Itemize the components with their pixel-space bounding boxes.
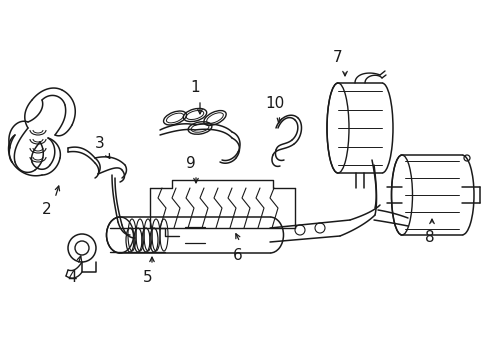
- Text: 1: 1: [190, 81, 200, 95]
- Text: 9: 9: [186, 156, 196, 171]
- Text: 5: 5: [143, 270, 153, 285]
- Text: 4: 4: [67, 270, 77, 285]
- Text: 8: 8: [425, 230, 434, 246]
- Text: 2: 2: [42, 202, 52, 217]
- Text: 10: 10: [265, 95, 284, 111]
- Text: 6: 6: [233, 248, 243, 262]
- Text: 3: 3: [95, 135, 104, 150]
- Text: 7: 7: [332, 50, 342, 66]
